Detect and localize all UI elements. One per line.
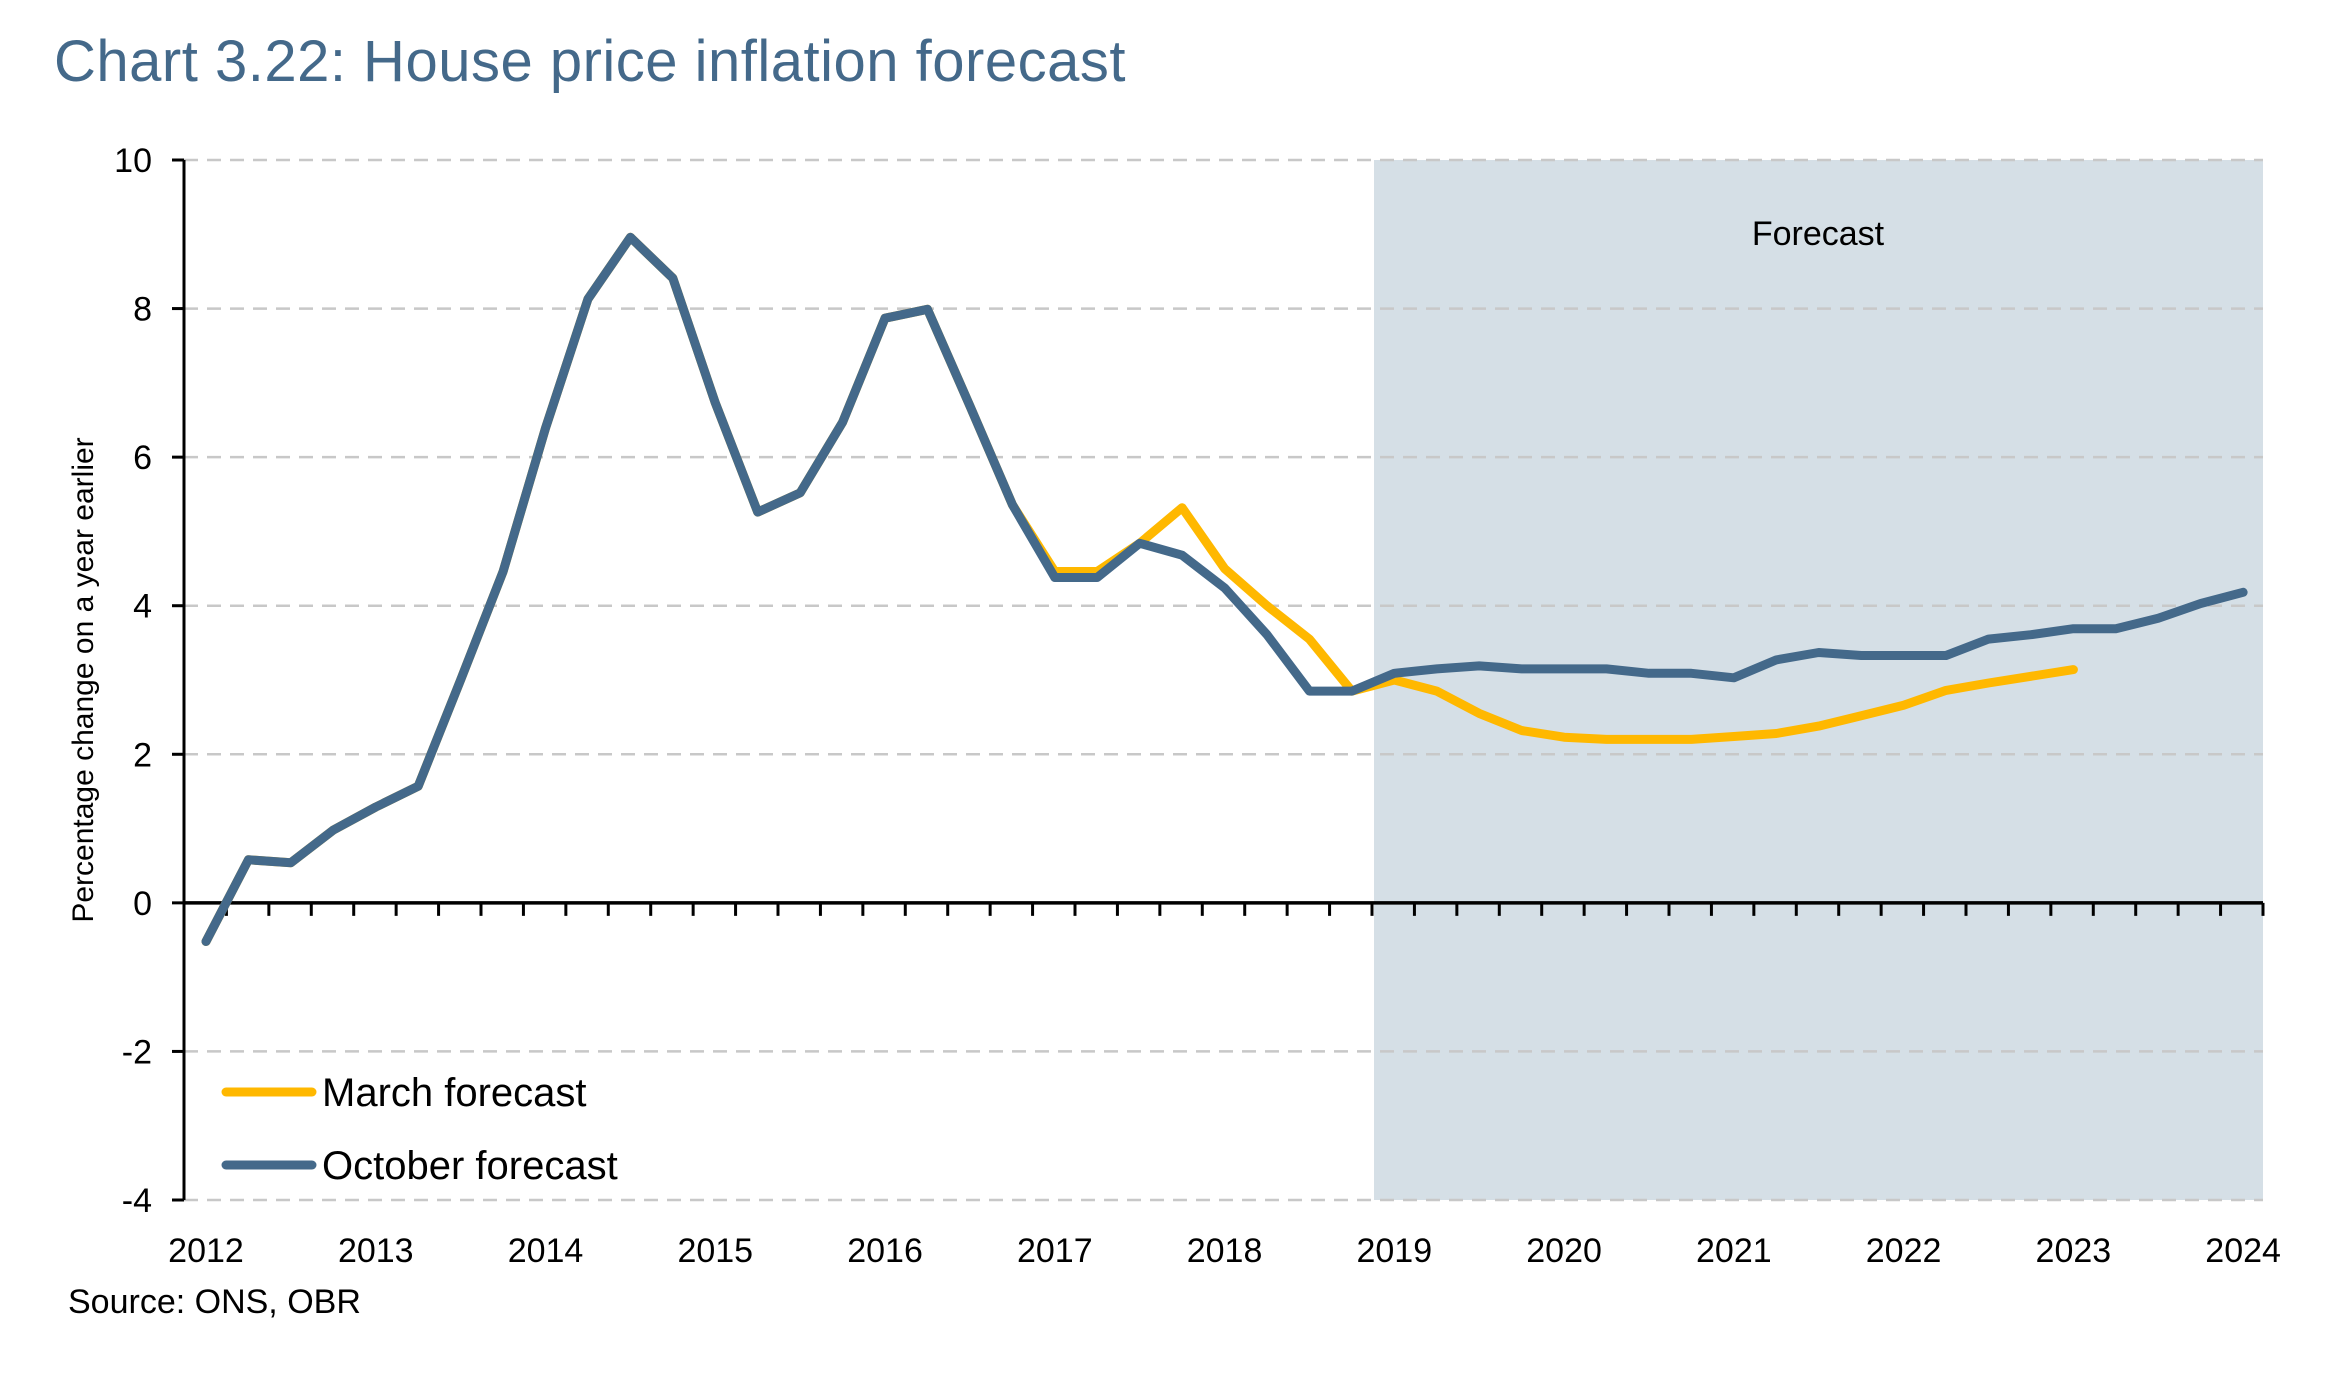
x-tick-label: 2018 bbox=[1187, 1232, 1263, 1270]
x-tick-label: 2022 bbox=[1866, 1232, 1942, 1270]
x-tick-label: 2023 bbox=[2036, 1232, 2112, 1270]
forecast-shaded-region bbox=[1374, 160, 2263, 1200]
y-tick-label: -2 bbox=[122, 1033, 152, 1071]
x-tick-label: 2015 bbox=[677, 1232, 753, 1270]
x-tick-label: 2021 bbox=[1696, 1232, 1772, 1270]
y-tick-label: 10 bbox=[114, 142, 152, 180]
y-tick-label: 4 bbox=[133, 588, 152, 626]
y-tick-label: 6 bbox=[133, 439, 152, 477]
x-tick-label: 2024 bbox=[2205, 1232, 2281, 1270]
x-tick-label: 2017 bbox=[1017, 1232, 1093, 1270]
y-tick-label: 8 bbox=[133, 291, 152, 329]
x-tick-label: 2013 bbox=[338, 1232, 414, 1270]
chart-title: Chart 3.22: House price inflation foreca… bbox=[54, 29, 1126, 94]
forecast-label: Forecast bbox=[1752, 215, 1885, 253]
x-tick-label: 2016 bbox=[847, 1232, 923, 1270]
y-tick-label: 2 bbox=[133, 736, 152, 774]
x-tick-label: 2014 bbox=[508, 1232, 584, 1270]
y-axis-title: Percentage change on a year earlier bbox=[67, 437, 100, 922]
source-note: Source: ONS, OBR bbox=[68, 1283, 361, 1321]
series-line-october-forecast bbox=[201, 232, 2248, 946]
x-tick-label: 2012 bbox=[168, 1232, 244, 1270]
legend-label: October forecast bbox=[322, 1144, 618, 1188]
y-tick-label: -4 bbox=[122, 1182, 152, 1220]
x-tick-label: 2019 bbox=[1356, 1232, 1432, 1270]
legend-label: March forecast bbox=[322, 1071, 587, 1115]
x-tick-label: 2020 bbox=[1526, 1232, 1602, 1270]
y-tick-label: 0 bbox=[133, 885, 152, 923]
